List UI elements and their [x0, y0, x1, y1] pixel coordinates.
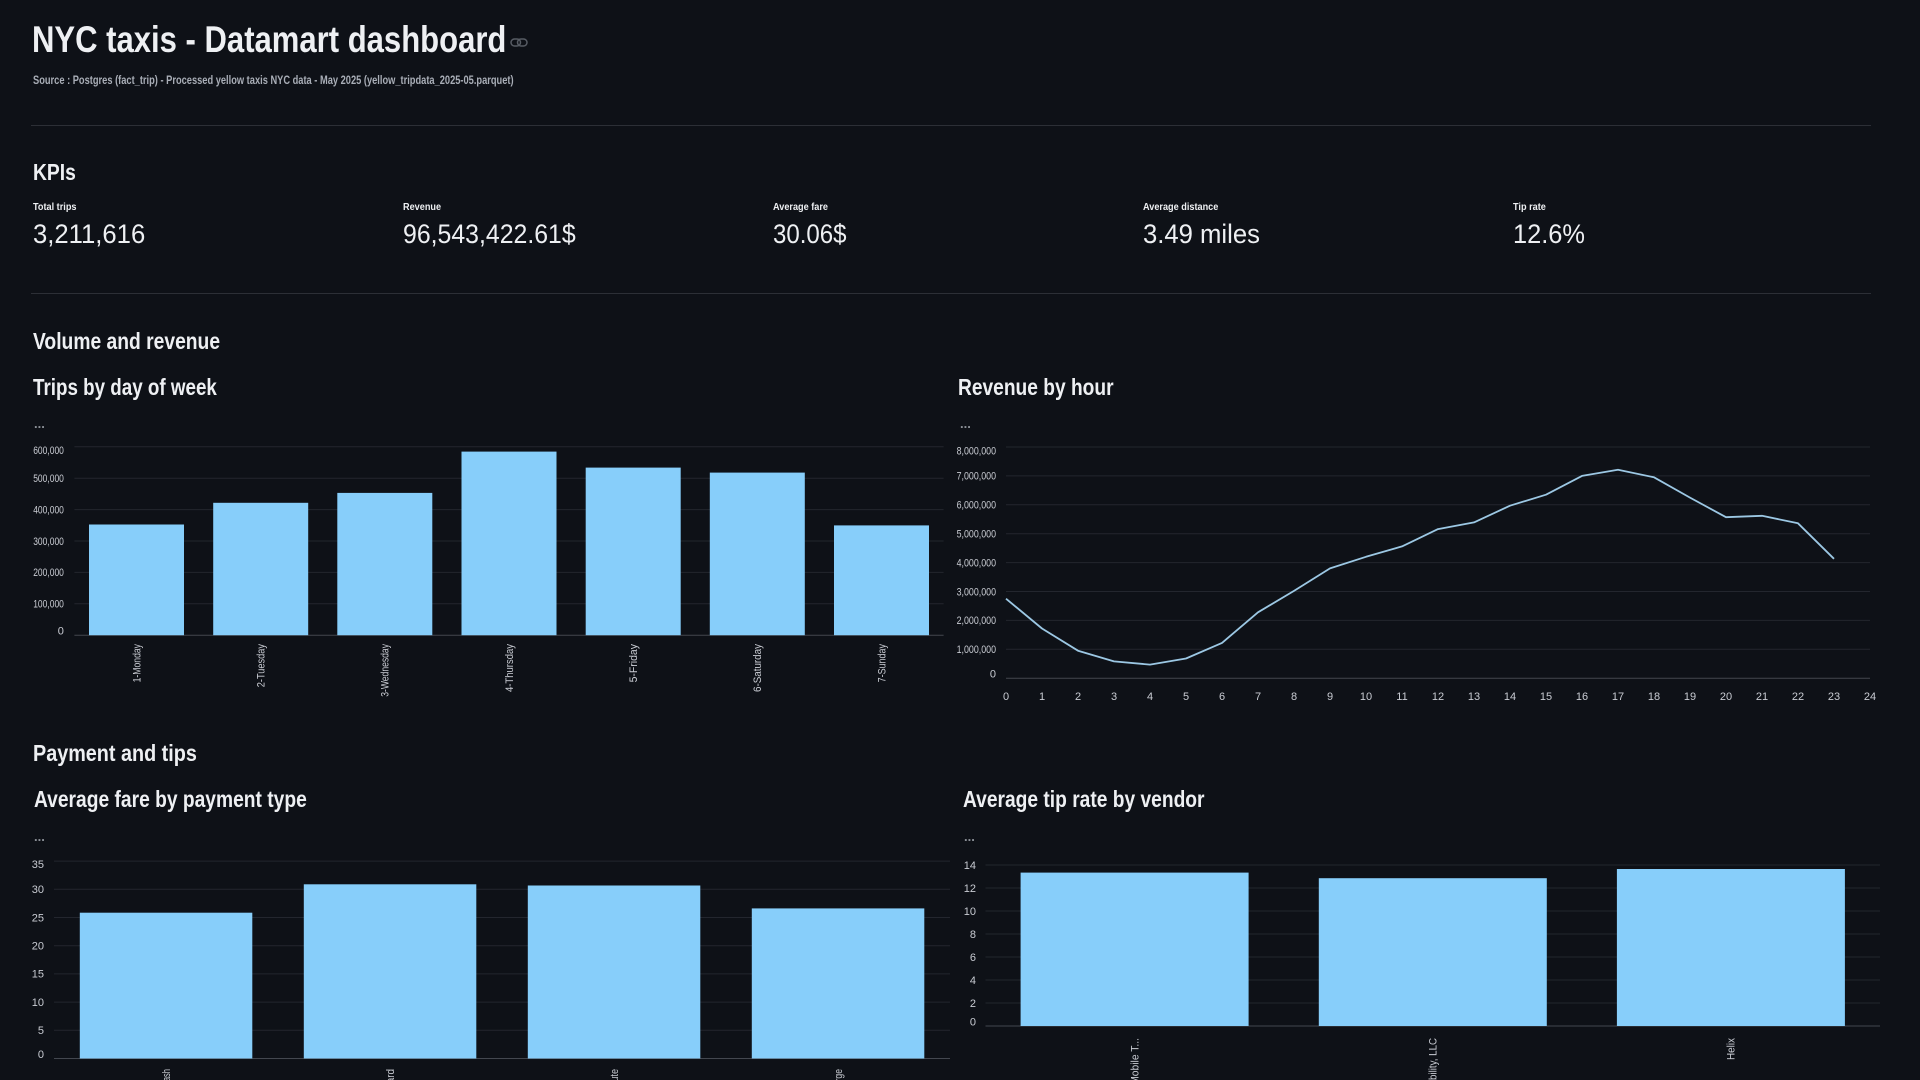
svg-text:4,000,000: 4,000,000: [957, 557, 996, 569]
svg-text:400,000: 400,000: [33, 504, 64, 516]
svg-text:5,000,000: 5,000,000: [957, 529, 996, 541]
svg-text:24: 24: [1864, 691, 1876, 703]
svg-text:20: 20: [32, 941, 44, 953]
svg-text:2: 2: [970, 998, 976, 1010]
svg-text:No charge: No charge: [833, 1069, 845, 1080]
svg-text:7: 7: [1255, 691, 1261, 703]
svg-text:23: 23: [1828, 691, 1840, 703]
svg-text:0: 0: [1003, 691, 1009, 703]
svg-text:8: 8: [970, 929, 976, 941]
svg-text:4: 4: [1147, 691, 1153, 703]
svg-text:12: 12: [964, 883, 976, 895]
svg-text:200,000: 200,000: [33, 567, 64, 579]
svg-text:15: 15: [32, 969, 44, 981]
svg-text:10: 10: [964, 906, 976, 918]
svg-text:16: 16: [1576, 691, 1588, 703]
svg-text:1: 1: [1039, 691, 1045, 703]
svg-text:1,000,000: 1,000,000: [957, 644, 996, 656]
svg-text:21: 21: [1756, 691, 1768, 703]
svg-text:4: 4: [970, 975, 976, 987]
svg-text:8,000,000: 8,000,000: [957, 445, 996, 457]
svg-text:2-Tuesday: 2-Tuesday: [256, 644, 268, 688]
svg-text:25: 25: [32, 912, 44, 924]
svg-text:Helix: Helix: [1726, 1038, 1738, 1060]
svg-text:600,000: 600,000: [33, 445, 64, 457]
svg-text:3,000,000: 3,000,000: [957, 586, 996, 598]
svg-text:19: 19: [1684, 691, 1696, 703]
svg-text:5: 5: [38, 1025, 44, 1037]
svg-text:11: 11: [1396, 691, 1407, 703]
svg-text:6: 6: [970, 952, 976, 964]
svg-text:35: 35: [32, 859, 44, 871]
svg-text:300,000: 300,000: [33, 536, 64, 548]
svg-text:6: 6: [1219, 691, 1225, 703]
svg-text:22: 22: [1792, 691, 1804, 703]
svg-text:14: 14: [1504, 691, 1516, 703]
svg-text:10: 10: [32, 997, 44, 1009]
svg-text:500,000: 500,000: [33, 473, 64, 485]
svg-text:4-Thursday: 4-Thursday: [504, 644, 516, 692]
svg-text:2,000,000: 2,000,000: [957, 615, 996, 627]
svg-text:0: 0: [38, 1049, 44, 1061]
svg-text:6,000,000: 6,000,000: [957, 500, 996, 512]
svg-text:20: 20: [1720, 691, 1732, 703]
svg-text:2: 2: [1075, 691, 1081, 703]
svg-text:13: 13: [1468, 691, 1480, 703]
svg-text:10: 10: [1360, 691, 1372, 703]
svg-text:0: 0: [970, 1016, 976, 1028]
svg-text:30: 30: [32, 884, 44, 896]
svg-text:Curb Mobility, LLC: Curb Mobility, LLC: [1428, 1038, 1440, 1080]
svg-text:6-Saturday: 6-Saturday: [752, 644, 764, 692]
svg-text:100,000: 100,000: [33, 599, 64, 611]
svg-text:3-Wednesday: 3-Wednesday: [380, 644, 392, 697]
svg-text:0: 0: [58, 626, 64, 638]
svg-text:18: 18: [1648, 691, 1660, 703]
svg-text:5-Friday: 5-Friday: [628, 644, 640, 683]
svg-text:9: 9: [1327, 691, 1333, 703]
svg-text:3: 3: [1111, 691, 1117, 703]
svg-text:Credit card: Credit card: [385, 1069, 397, 1080]
svg-text:15: 15: [1540, 691, 1552, 703]
svg-text:Dispute: Dispute: [609, 1069, 621, 1080]
svg-text:14: 14: [964, 860, 976, 872]
svg-text:7,000,000: 7,000,000: [957, 471, 996, 483]
svg-text:17: 17: [1612, 691, 1624, 703]
svg-text:12: 12: [1432, 691, 1444, 703]
svg-text:8: 8: [1291, 691, 1297, 703]
svg-text:0: 0: [990, 669, 996, 681]
svg-text:7-Sunday: 7-Sunday: [876, 644, 888, 683]
svg-text:5: 5: [1183, 691, 1189, 703]
svg-text:1-Monday: 1-Monday: [131, 644, 143, 683]
svg-text:Creative Mobile T...: Creative Mobile T...: [1129, 1038, 1141, 1080]
svg-text:Cash: Cash: [161, 1069, 173, 1080]
